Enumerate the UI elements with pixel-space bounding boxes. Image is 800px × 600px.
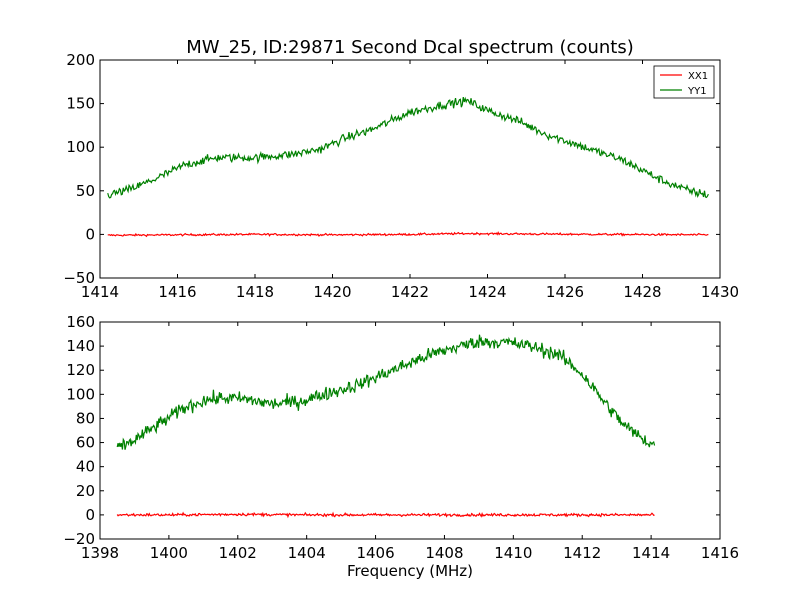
y-tick-label: 100	[66, 385, 95, 403]
y-tick-label: 120	[66, 361, 95, 379]
x-tick-label: 1418	[236, 283, 274, 301]
x-tick-label: 1428	[623, 283, 661, 301]
plot-panel-2: 1398 1400 1402 1404 1406 1408 1410 1412 1414 1416…	[63, 313, 739, 580]
y-tick-label: 160	[66, 313, 95, 331]
x-tick-label: 1414	[81, 283, 119, 301]
x-tick-label: 1420	[313, 283, 351, 301]
plot-frame	[99, 59, 721, 279]
x-tick-label: 1416	[158, 283, 196, 301]
y-tick-label: 150	[66, 95, 95, 113]
y-tick-label: −50	[63, 269, 95, 287]
y-tick-label: 20	[76, 482, 95, 500]
chart-title: MW_25, ID:29871 Second Dcal spectrum (co…	[186, 37, 633, 58]
x-tick-label: 1416	[701, 544, 739, 562]
x-tick-label: 1408	[425, 544, 463, 562]
x-tick-label: 1400	[150, 544, 188, 562]
plot-panel-1: 1414 1416 1418 1420 1422 1424 1426 1428 1430 200 1…	[63, 51, 739, 301]
y-tick-label: 100	[66, 138, 95, 156]
y-tick-label: 80	[76, 409, 95, 427]
x-tick-label: 1410	[494, 544, 532, 562]
series-line-xx1	[116, 511, 655, 519]
x-tick-label: 1424	[468, 283, 506, 301]
legend-label-yy1: YY1	[687, 86, 707, 97]
x-tick-label: 1406	[356, 544, 394, 562]
x-axis-label: Frequency (MHz)	[347, 562, 473, 580]
x-tick-label: 1422	[391, 283, 429, 301]
y-tick-label: 0	[85, 225, 95, 243]
series-line-xx1	[107, 231, 709, 238]
plot-frame	[99, 321, 721, 540]
series-line-yy1	[107, 96, 709, 199]
x-tick-label: 1426	[546, 283, 584, 301]
x-tick-label: 1402	[219, 544, 257, 562]
legend-label-xx1: XX1	[688, 71, 708, 82]
x-tick-label: 1412	[563, 544, 601, 562]
x-tick-label: 1414	[632, 544, 670, 562]
y-tick-label: 60	[76, 434, 95, 452]
y-tick-label: 140	[66, 337, 95, 355]
x-tick-label: 1430	[701, 283, 739, 301]
y-tick-label: 40	[76, 458, 95, 476]
y-tick-label: 50	[76, 182, 95, 200]
x-tick-label: 1398	[81, 544, 119, 562]
legend-box	[653, 65, 715, 99]
series-line-yy1	[116, 334, 656, 450]
y-tick-label: 200	[66, 51, 95, 69]
y-tick-label: 0	[85, 506, 95, 524]
y-tick-label: −20	[63, 530, 95, 548]
x-tick-label: 1404	[288, 544, 326, 562]
